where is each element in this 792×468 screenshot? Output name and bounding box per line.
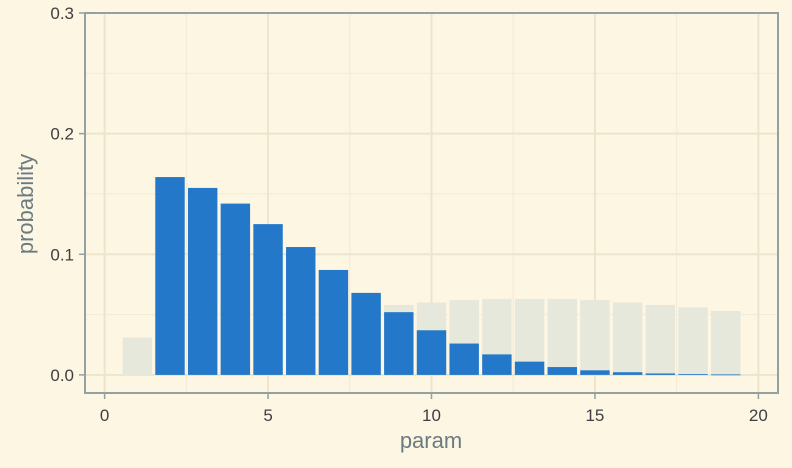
posterior-bar: [253, 224, 283, 375]
y-axis-title: probability: [13, 154, 38, 254]
posterior-bar: [514, 361, 545, 375]
posterior-bar: [318, 269, 349, 375]
x-axis-title: param: [400, 428, 462, 453]
posterior-bar: [678, 374, 708, 375]
posterior-bar: [547, 367, 577, 375]
prior-bar: [122, 337, 153, 375]
y-tick-label: 0.0: [50, 366, 74, 385]
posterior-bar: [220, 203, 251, 375]
prior-bar: [612, 302, 643, 375]
x-tick-label: 0: [100, 406, 109, 425]
posterior-bar: [155, 177, 185, 375]
posterior-bar: [416, 330, 447, 375]
posterior-bar: [384, 312, 414, 375]
prior-bar: [547, 298, 577, 375]
panel-border: [84, 12, 779, 394]
posterior-bar: [710, 374, 741, 376]
posterior-bar: [286, 247, 316, 375]
prior-bar: [580, 300, 610, 375]
posterior-bar: [351, 292, 381, 375]
axes: 0 5 10 15 20 0.0 0.1 0.2 0.3: [50, 4, 767, 425]
bars: [122, 177, 741, 376]
posterior-bar: [187, 187, 218, 375]
x-tick-label: 5: [263, 406, 272, 425]
y-tick-label: 0.1: [50, 245, 74, 264]
posterior-bar: [449, 343, 479, 375]
prior-bar: [645, 304, 676, 375]
x-tick-label: 10: [422, 406, 441, 425]
posterior-bar: [645, 373, 676, 375]
x-tick-label: 15: [585, 406, 604, 425]
posterior-bar: [612, 372, 643, 375]
posterior-bar: [482, 354, 512, 375]
posterior-bar: [580, 370, 610, 375]
prior-bar: [710, 310, 741, 375]
x-tick-label: 20: [749, 406, 768, 425]
prior-bar: [678, 307, 708, 375]
y-tick-label: 0.3: [50, 4, 74, 23]
y-tick-label: 0.2: [50, 125, 74, 144]
